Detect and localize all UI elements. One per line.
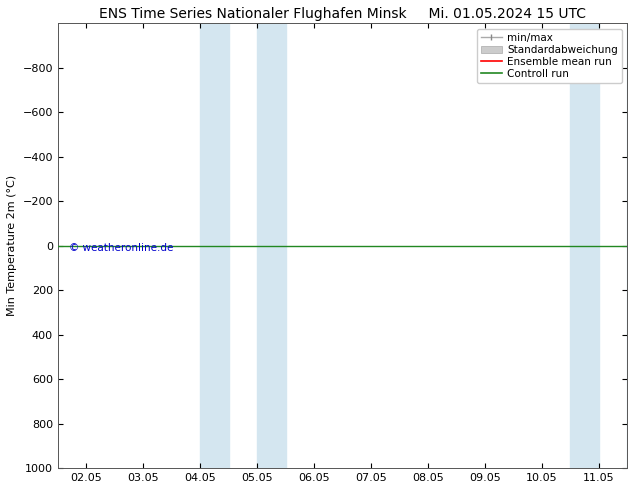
Y-axis label: Min Temperature 2m (°C): Min Temperature 2m (°C) xyxy=(7,175,17,317)
Legend: min/max, Standardabweichung, Ensemble mean run, Controll run: min/max, Standardabweichung, Ensemble me… xyxy=(477,29,622,83)
Bar xyxy=(200,24,229,468)
Bar xyxy=(570,24,598,468)
Bar xyxy=(627,24,634,468)
Title: ENS Time Series Nationaler Flughafen Minsk     Mi. 01.05.2024 15 UTC: ENS Time Series Nationaler Flughafen Min… xyxy=(99,7,586,21)
Bar xyxy=(257,24,285,468)
Text: © weatheronline.de: © weatheronline.de xyxy=(69,243,174,253)
